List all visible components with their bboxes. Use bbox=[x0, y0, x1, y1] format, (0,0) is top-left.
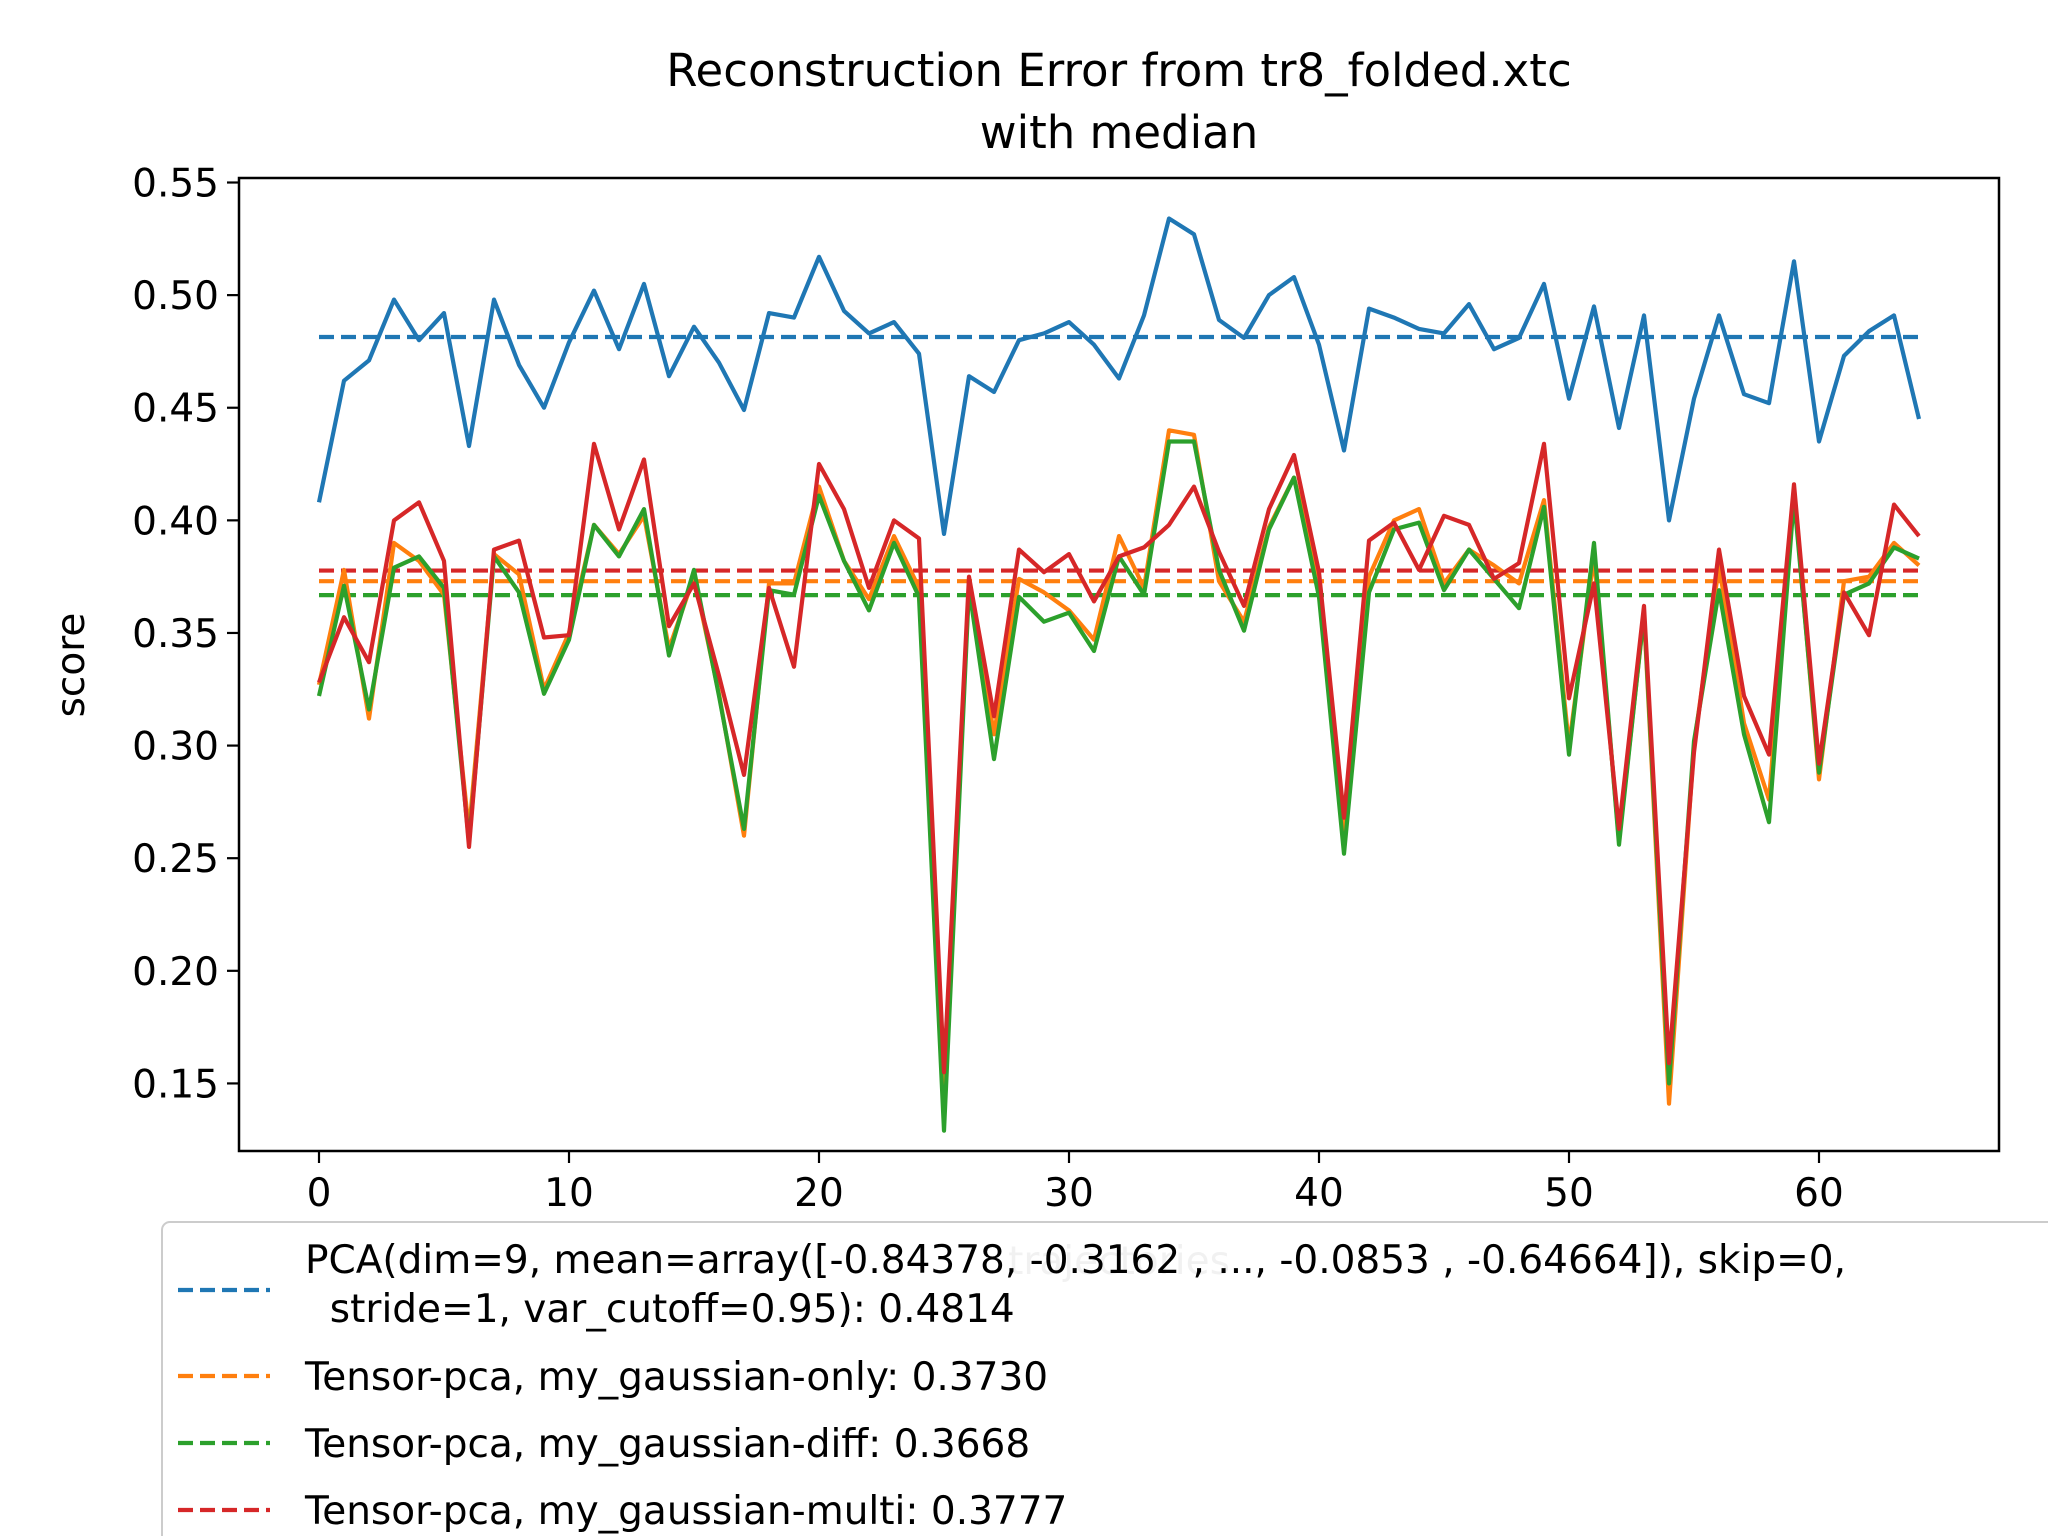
series-line-0 bbox=[316, 216, 1922, 537]
x-tick-label: 40 bbox=[1294, 1171, 1344, 1216]
y-tick-label: 0.20 bbox=[132, 950, 219, 995]
legend-label-3: Tensor-pca, my_gaussian-multi: 0.3777 bbox=[304, 1489, 1067, 1534]
x-tick-label: 30 bbox=[1044, 1171, 1094, 1216]
chart-subtitle: with median bbox=[980, 106, 1258, 159]
legend-label-0: stride=1, var_cutoff=0.95): 0.4814 bbox=[305, 1287, 1015, 1332]
y-tick-label: 0.50 bbox=[132, 274, 219, 319]
series-line-3 bbox=[317, 441, 1921, 1075]
y-tick-label: 0.25 bbox=[132, 837, 219, 882]
series-lines bbox=[316, 216, 1922, 1133]
y-axis-label: score bbox=[49, 613, 94, 718]
chart-title: Reconstruction Error from tr8_folded.xtc bbox=[666, 44, 1571, 97]
legend-label-1: Tensor-pca, my_gaussian-only: 0.3730 bbox=[304, 1355, 1048, 1400]
legend-box bbox=[161, 1221, 2048, 1536]
y-axis: 0.15 0.20 0.25 0.30 0.35 0.40 0.45 0.50 0.55 bbox=[132, 162, 239, 1107]
x-tick-label: 0 bbox=[307, 1171, 332, 1216]
x-tick-label: 20 bbox=[794, 1171, 844, 1216]
axes-frame bbox=[237, 176, 2001, 1153]
x-tick-label: 60 bbox=[1794, 1171, 1844, 1216]
x-tick-label: 50 bbox=[1544, 1171, 1594, 1216]
y-tick-label: 0.30 bbox=[132, 725, 219, 770]
x-tick-label: 10 bbox=[544, 1171, 594, 1216]
y-tick-label: 0.35 bbox=[132, 612, 219, 657]
plot-area bbox=[237, 176, 2001, 1153]
y-tick-label: 0.15 bbox=[132, 1062, 219, 1107]
legend-label-0: PCA(dim=9, mean=array([-0.84378, -0.3162… bbox=[305, 1238, 1846, 1283]
legend-entries: PCA(dim=9, mean=array([-0.84378, -0.3162… bbox=[178, 1238, 1846, 1534]
series-line-1 bbox=[316, 428, 1921, 1106]
y-tick-label: 0.55 bbox=[132, 162, 219, 207]
legend: PCA(dim=9, mean=array([-0.84378, -0.3162… bbox=[161, 1221, 2048, 1536]
legend-label-2: Tensor-pca, my_gaussian-diff: 0.3668 bbox=[304, 1422, 1030, 1467]
y-tick-label: 0.45 bbox=[132, 387, 219, 432]
y-tick-label: 0.40 bbox=[132, 499, 219, 544]
x-axis: 0 10 20 30 40 50 60 bbox=[307, 1151, 1844, 1216]
